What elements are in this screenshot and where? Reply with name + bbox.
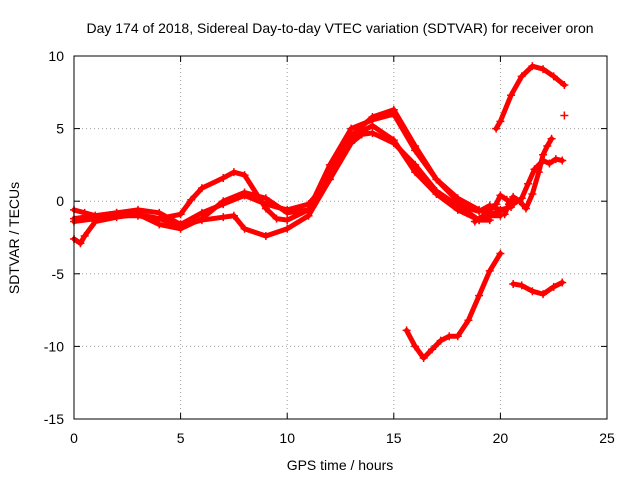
plot-frame	[73, 55, 608, 420]
y-tick-label: -15	[44, 411, 64, 427]
series-track-6	[500, 134, 556, 219]
y-tick-label: -10	[44, 338, 64, 354]
y-tick-label: 10	[48, 48, 64, 64]
chart-title: Day 174 of 2018, Sidereal Day-to-day VTE…	[86, 20, 593, 36]
series-trace	[404, 250, 503, 361]
y-tick-label: 0	[56, 193, 64, 209]
data-points	[70, 62, 569, 363]
y-tick-label: 5	[56, 121, 64, 137]
x-tick-label: 0	[70, 430, 78, 446]
series-trace	[502, 136, 555, 217]
x-axis-label: GPS time / hours	[287, 457, 394, 473]
x-tick-label: 20	[493, 430, 509, 446]
x-tick-label: 10	[279, 430, 295, 446]
series-trace	[71, 107, 493, 246]
y-axis-label: SDTVAR / TECUs	[6, 182, 22, 294]
x-tick-label: 25	[599, 430, 615, 446]
series-track-10	[560, 111, 569, 120]
x-tick-labels: 0 5 10 15 20 25	[70, 430, 615, 446]
ticks	[73, 55, 608, 420]
series-track-7	[492, 62, 569, 133]
series-track-4	[70, 105, 494, 248]
series-trace	[493, 63, 567, 132]
y-tick-label: -5	[52, 266, 65, 282]
x-tick-label: 15	[386, 430, 402, 446]
series-track-9	[509, 278, 567, 299]
series-trace	[510, 280, 565, 297]
series-track-8	[402, 249, 505, 363]
x-tick-label: 5	[177, 430, 185, 446]
y-tick-labels: -15 -10 -5 0 5 10	[44, 48, 64, 427]
data-point	[560, 111, 569, 120]
